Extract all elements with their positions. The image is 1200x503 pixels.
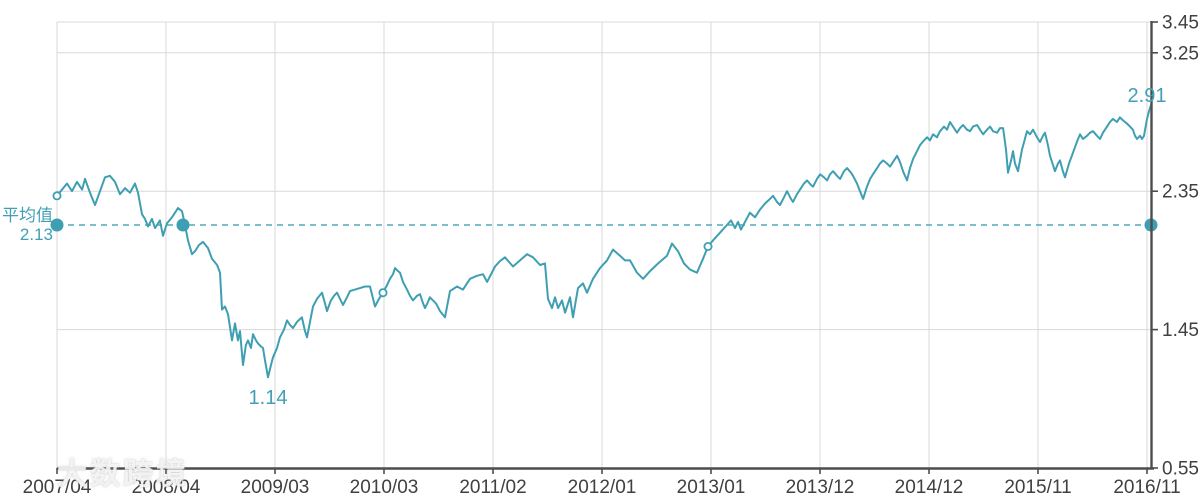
x-tick-label: 2011/02 — [459, 477, 526, 498]
y-tick-label: 3.25 — [1162, 43, 1199, 64]
axes — [57, 21, 1154, 470]
series-group — [52, 104, 1152, 379]
x-tick-label: 2010/03 — [350, 477, 419, 498]
y-tick-label: 3.45 — [1162, 13, 1199, 34]
y-tick-label: 2.35 — [1162, 182, 1199, 203]
series-line — [56, 104, 1152, 379]
x-tick-label: 2007/04 — [23, 477, 92, 498]
average-value: 2.13 — [19, 225, 53, 244]
y-axis-ticks: 3.45 3.25 2.35 1.45 0.55 — [1151, 13, 1199, 480]
x-tick-label: 2008/04 — [132, 477, 201, 498]
gridlines — [56, 21, 1151, 468]
x-tick-label: 2014/12 — [895, 477, 964, 498]
average-label: 平均值 2.13 — [0, 206, 53, 244]
x-tick-label: 2013/01 — [677, 477, 746, 498]
end-value-label: 2.91 — [1127, 85, 1167, 107]
average-line-group — [50, 218, 1158, 232]
y-tick-label: 0.55 — [1162, 459, 1199, 480]
x-tick-label: 2009/03 — [241, 477, 310, 498]
series-open-marker — [378, 288, 388, 298]
y-tick-label: 1.45 — [1162, 320, 1199, 341]
x-tick-label: 2016/11 — [1113, 477, 1180, 498]
min-value-label: 1.14 — [248, 387, 288, 409]
average-dot — [50, 218, 64, 232]
x-axis-ticks: 2007/04 2008/04 2009/03 2010/03 2011/02 2012/… — [23, 468, 1181, 498]
x-tick-label: 2015/11 — [1004, 477, 1071, 498]
average-label-text: 平均值 — [2, 206, 53, 225]
x-tick-label: 2012/01 — [568, 477, 637, 498]
series-open-marker — [703, 241, 713, 251]
series-open-marker — [52, 191, 62, 201]
x-tick-label: 2013/12 — [786, 477, 855, 498]
